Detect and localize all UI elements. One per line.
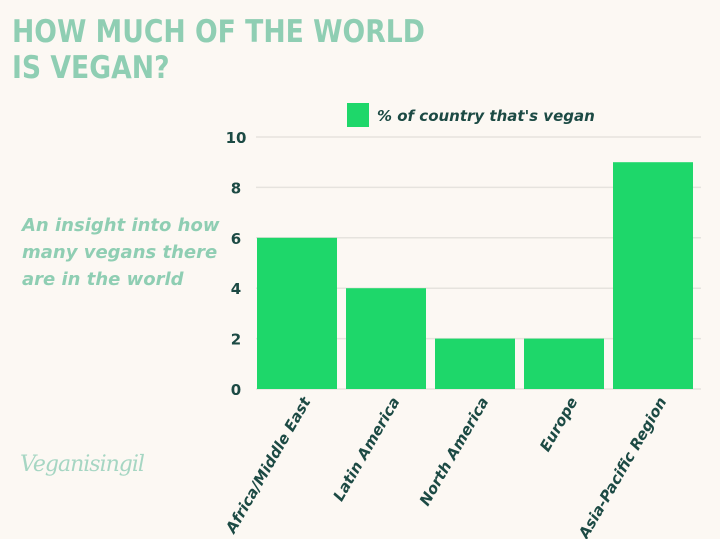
x-tick-label: North America [416, 394, 493, 509]
x-tick-label: Europe [536, 394, 581, 455]
bar [257, 237, 337, 389]
bar [346, 288, 426, 389]
subtitle: An insight into how many vegans there ar… [22, 215, 220, 290]
logo: Veganisingil [20, 452, 145, 477]
legend-swatch [347, 103, 369, 127]
x-tick-label: Latin America [329, 394, 403, 504]
y-tick-label: 8 [231, 179, 241, 197]
bar [613, 162, 693, 389]
y-tick-label: 4 [231, 280, 241, 298]
y-tick-label: 2 [231, 331, 241, 349]
legend-label: % of country that's vegan [377, 107, 595, 125]
bar [524, 338, 604, 389]
bar [435, 338, 515, 389]
y-tick-label: 0 [231, 381, 241, 399]
x-tick-label: Africa/Middle East [222, 393, 315, 537]
legend: % of country that's vegan [347, 103, 595, 127]
x-tick-label: Asia-Pacific Region [574, 394, 670, 539]
y-tick-label: 10 [226, 129, 247, 147]
page-title: HOW MUCH OF THE WORLD IS VEGAN? [12, 14, 425, 86]
y-tick-label: 6 [231, 230, 241, 248]
